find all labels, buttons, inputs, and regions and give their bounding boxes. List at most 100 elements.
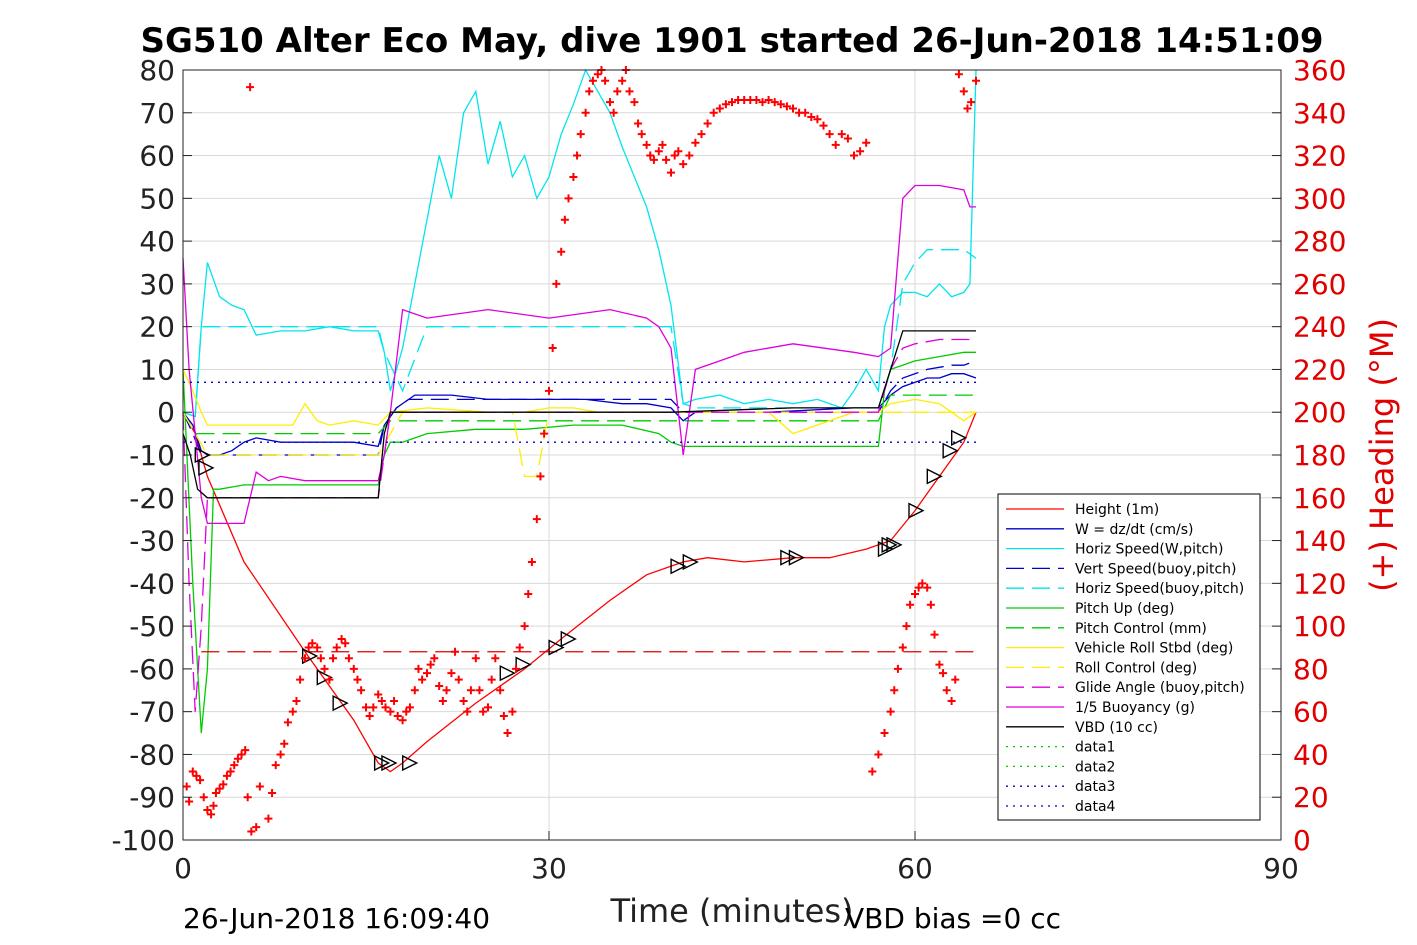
right-axis: 0 20 40 60 80 100 120 140 160 180 200 220 240 260 280 3… <box>1272 54 1346 857</box>
y-right-tick-label: 280 <box>1293 225 1346 258</box>
heading-point <box>801 108 810 117</box>
heading-point <box>353 675 362 684</box>
heading-point <box>634 119 643 128</box>
heading-point <box>209 801 218 810</box>
heading-point <box>850 151 858 160</box>
legend: Height (1m) W = dz/dt (cm/s) Horiz Speed(W… <box>997 493 1261 821</box>
heading-point <box>374 690 383 699</box>
heading-point <box>545 386 553 395</box>
legend-label: Vert Speed(buoy,pitch) <box>1075 561 1237 577</box>
heading-point <box>454 675 463 684</box>
heading-point <box>752 95 761 104</box>
legend-label: Vehicle Roll Stbd (deg) <box>1075 641 1233 657</box>
y-tick-label: -60 <box>129 653 175 686</box>
triangle-marker <box>951 429 968 447</box>
heading-point <box>654 147 663 156</box>
triangle-marker <box>780 549 797 566</box>
y-tick-label: -80 <box>129 738 175 771</box>
y-tick-label: -20 <box>129 482 175 515</box>
y-right-tick-label: 180 <box>1293 439 1346 472</box>
triangle-marker <box>402 754 419 772</box>
heading-point <box>642 140 651 149</box>
heading-point <box>459 696 468 705</box>
y-tick-label: 40 <box>139 225 175 258</box>
y-tick-label: 70 <box>139 97 175 130</box>
heading-point <box>271 761 280 770</box>
legend-label: Pitch Up (deg) <box>1075 601 1174 617</box>
heading-point <box>573 151 582 160</box>
heading-point <box>536 472 545 481</box>
y-right-tick-label: 260 <box>1293 268 1346 301</box>
heading-point <box>199 793 208 802</box>
heading-point <box>972 76 980 85</box>
heading-point <box>764 95 773 104</box>
heading-point <box>930 630 939 639</box>
heading-point <box>301 654 309 663</box>
heading-point <box>377 696 386 705</box>
triangle-marker <box>332 694 349 712</box>
heading-point <box>963 104 972 113</box>
heading-point <box>414 664 423 673</box>
heading-point <box>292 696 301 705</box>
triangle-marker <box>682 553 699 571</box>
heading-point <box>601 76 610 85</box>
heading-point <box>947 696 956 705</box>
heading-point <box>569 172 578 181</box>
x-axis-label: Time (minutes) <box>610 892 854 930</box>
heading-point <box>637 130 646 139</box>
heading-point <box>914 583 923 592</box>
triangle-marker <box>942 442 959 459</box>
heading-point <box>362 703 370 712</box>
y-right-tick-label: 340 <box>1293 97 1346 130</box>
heading-point <box>316 654 325 663</box>
heading-point <box>926 600 935 609</box>
x-tick-label: 30 <box>531 852 567 885</box>
heading-point <box>365 711 374 720</box>
legend-label: Glide Angle (buoy,pitch) <box>1075 680 1245 696</box>
triangle-marker <box>926 468 943 485</box>
heading-point <box>527 557 536 566</box>
heading-point <box>243 793 252 802</box>
heading-point <box>807 113 816 122</box>
heading-point <box>906 600 915 609</box>
heading-point <box>703 119 712 128</box>
series-pitch_ctrl <box>182 394 976 435</box>
heading-point <box>954 70 963 79</box>
chart-title: SG510 Alter Eco May, dive 1901 started 2… <box>140 21 1323 61</box>
heading-point <box>813 115 822 124</box>
triangle-marker <box>908 502 925 519</box>
heading-point <box>288 707 297 716</box>
heading-point <box>667 168 675 177</box>
triangle-markers <box>194 429 968 772</box>
heading-point <box>246 83 255 92</box>
heading-point <box>911 590 919 599</box>
heading-point <box>393 711 402 720</box>
heading-point <box>942 686 951 695</box>
heading-point <box>296 675 305 684</box>
triangle-marker <box>316 669 333 686</box>
heading-point <box>230 761 239 770</box>
heading-point <box>776 100 785 109</box>
y-right-tick-label: 160 <box>1293 482 1346 515</box>
heading-point <box>691 138 700 147</box>
heading-point <box>658 140 667 149</box>
heading-point <box>320 664 329 673</box>
y-right-tick-label: 240 <box>1293 311 1346 344</box>
heading-point <box>369 703 378 712</box>
y-right-tick-label: 40 <box>1293 738 1329 771</box>
heading-point <box>430 654 439 663</box>
y-tick-label: 60 <box>139 140 175 173</box>
y-tick-label: -90 <box>129 781 175 814</box>
y-right-tick-label: 300 <box>1293 182 1346 215</box>
heading-point <box>728 98 736 107</box>
series-roll <box>182 369 977 435</box>
heading-point <box>264 814 273 823</box>
heading-point <box>939 669 948 678</box>
triangle-marker <box>194 446 211 464</box>
heading-point <box>709 108 718 117</box>
heading-point <box>685 151 694 160</box>
heading-point <box>649 155 658 164</box>
heading-point <box>967 98 976 107</box>
legend-label: VBD (10 cc) <box>1075 720 1158 736</box>
